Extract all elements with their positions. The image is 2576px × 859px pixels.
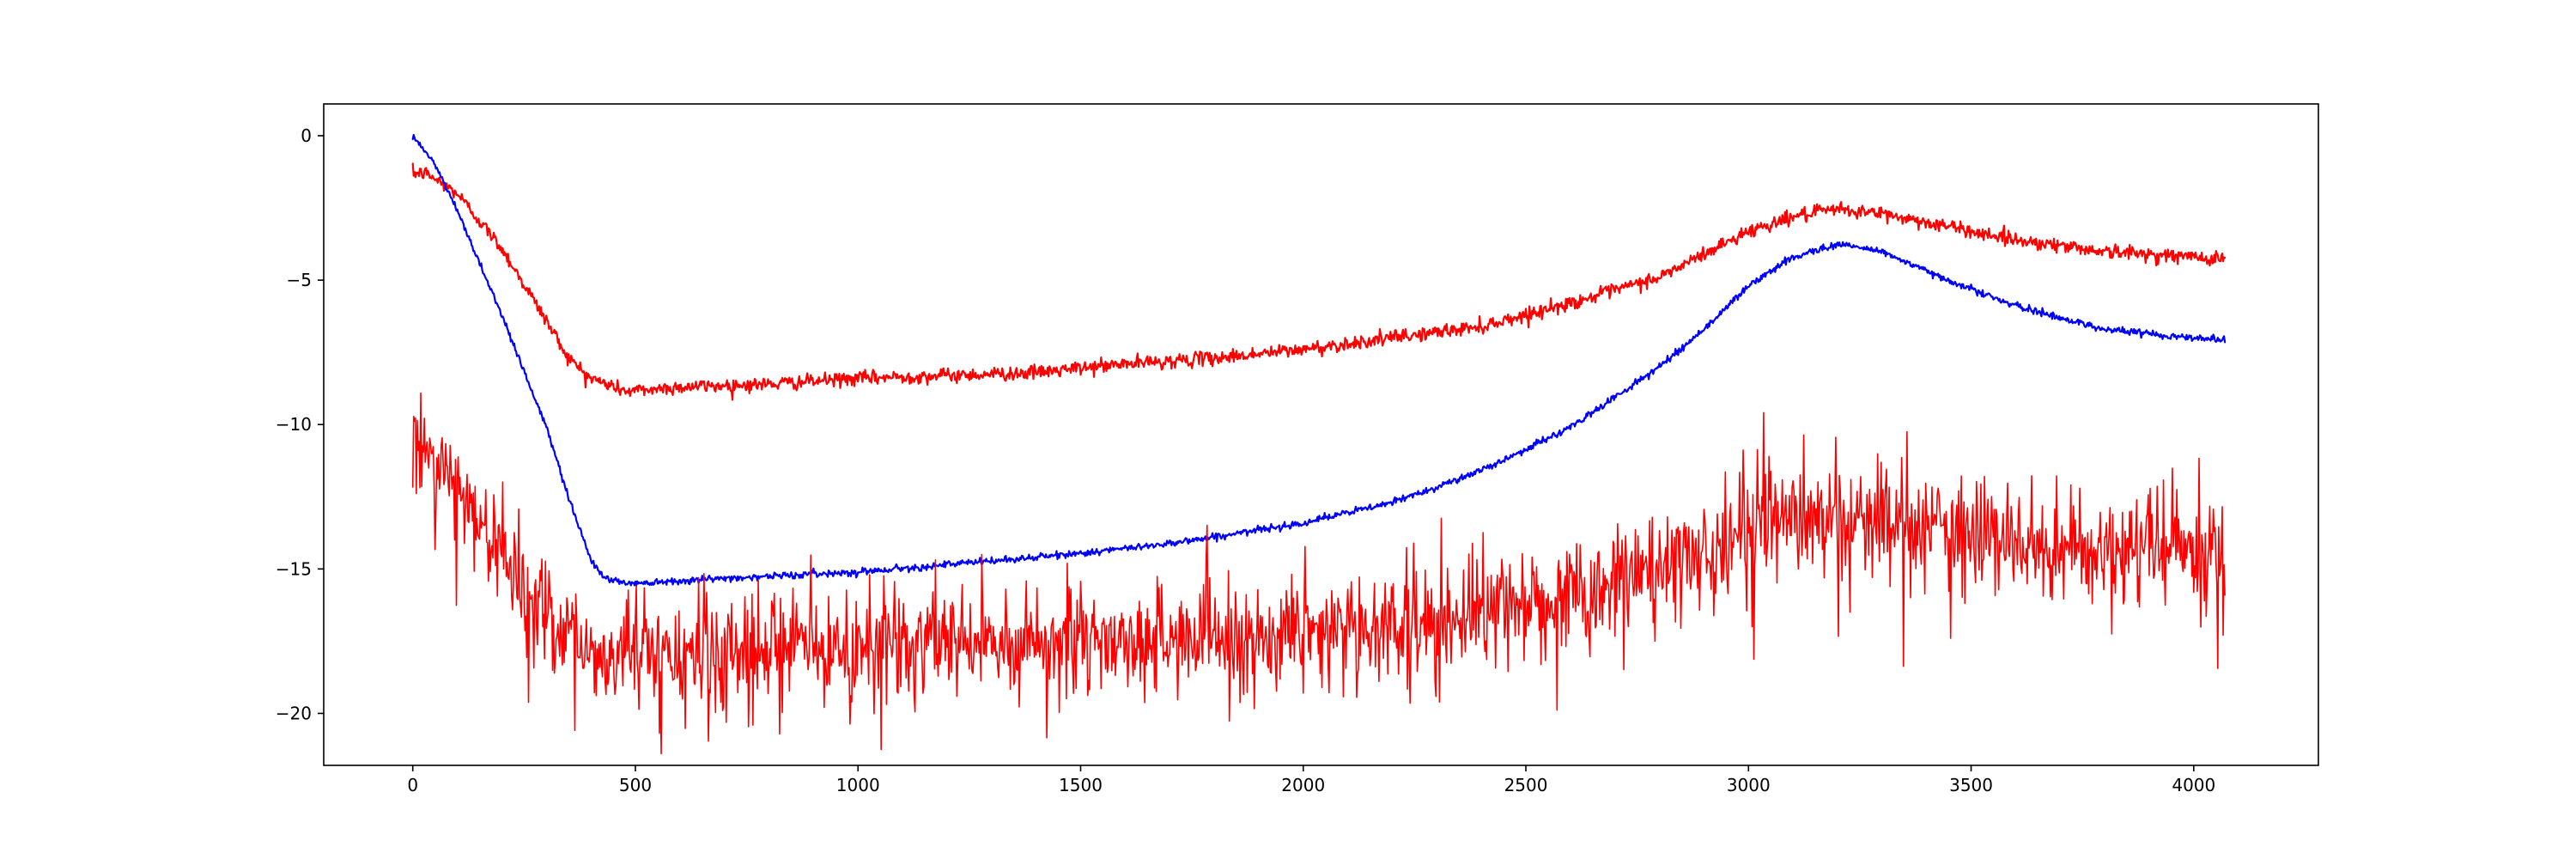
x-tick-label: 2000 xyxy=(1281,775,1325,795)
series-line-3 xyxy=(411,392,2226,755)
y-tick-label: −15 xyxy=(276,558,312,579)
y-axis-ticks: 0 −5 −10 −15 −20 xyxy=(276,125,324,723)
x-tick-label: 1500 xyxy=(1059,775,1103,795)
x-axis-ticks: 0 500 1000 1500 2000 2500 3000 3500 4000 xyxy=(407,765,2215,795)
x-tick-label: 3500 xyxy=(1949,775,1993,795)
y-tick-label: −20 xyxy=(276,703,312,723)
x-tick-label: 500 xyxy=(619,775,652,795)
series-line-1 xyxy=(411,162,2227,401)
x-tick-label: 4000 xyxy=(2172,775,2215,795)
x-tick-label: 2500 xyxy=(1504,775,1548,795)
x-tick-label: 1000 xyxy=(836,775,880,795)
x-tick-label: 0 xyxy=(407,775,418,795)
plot-area-frame xyxy=(323,103,2319,766)
y-tick-label: 0 xyxy=(301,125,312,146)
series-layer xyxy=(411,133,2227,755)
y-tick-label: −5 xyxy=(287,270,312,290)
series-line-2 xyxy=(411,133,2227,587)
y-tick-label: −10 xyxy=(276,414,312,435)
x-tick-label: 3000 xyxy=(1727,775,1771,795)
